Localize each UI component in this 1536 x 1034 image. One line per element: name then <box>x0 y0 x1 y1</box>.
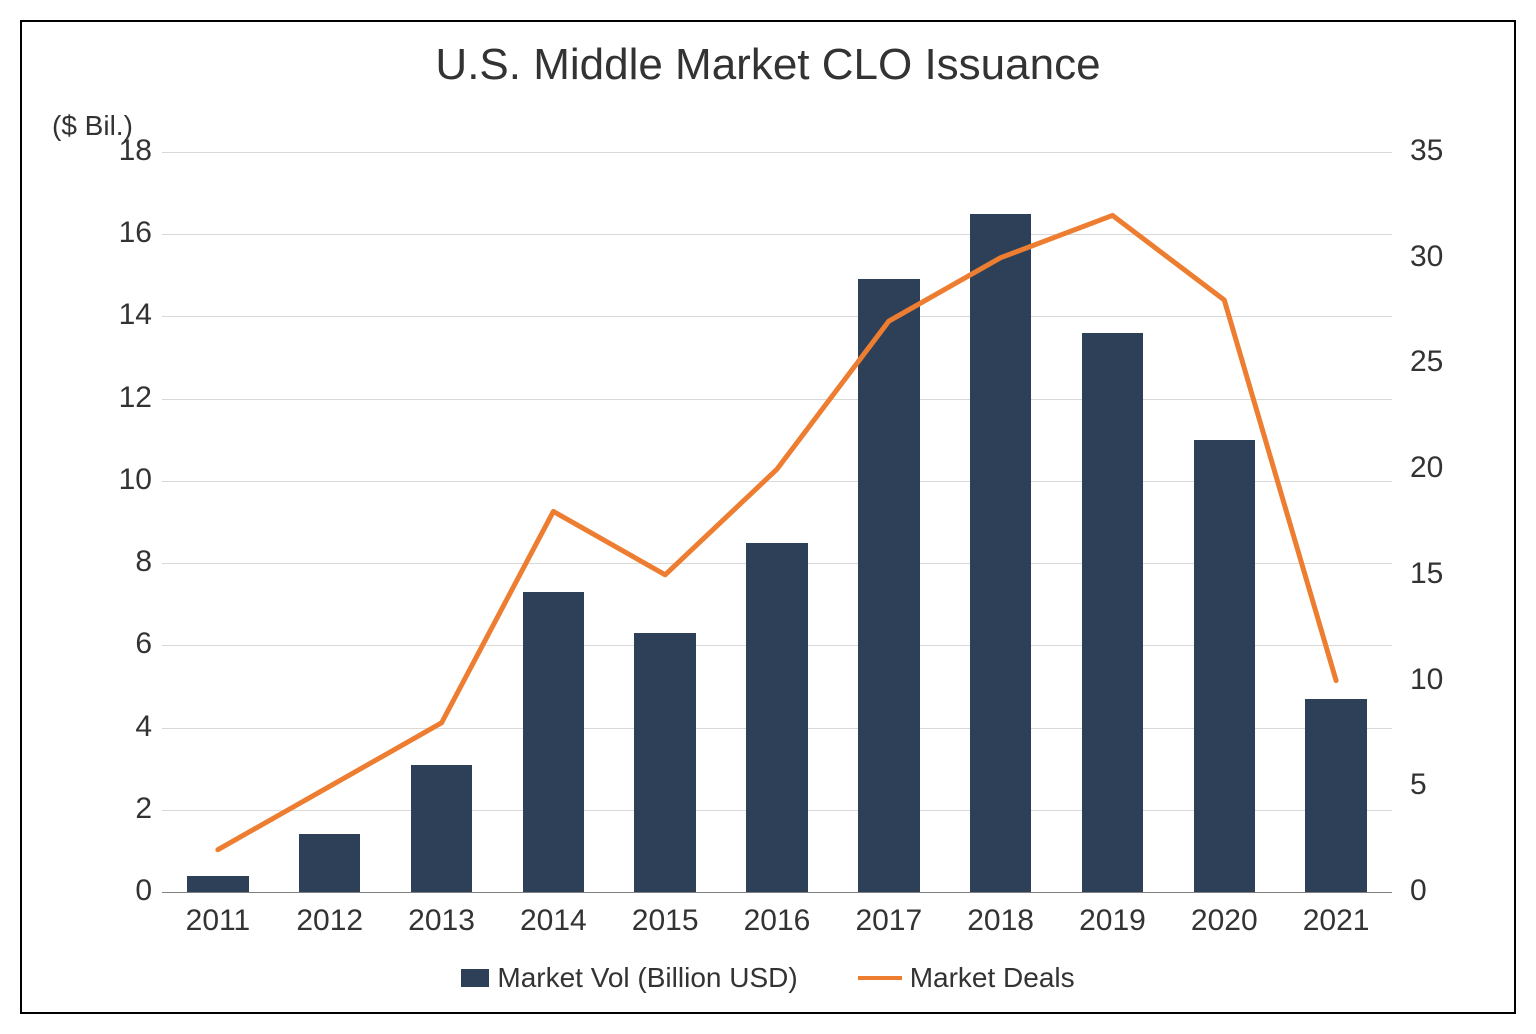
y-left-tick: 0 <box>32 874 152 908</box>
y-right-tick: 35 <box>1410 134 1443 168</box>
y-right-tick: 0 <box>1410 874 1427 908</box>
legend-item-line: Market Deals <box>858 962 1075 994</box>
x-tick: 2014 <box>520 904 587 938</box>
y-left-tick: 2 <box>32 792 152 826</box>
y-left-tick: 18 <box>32 134 152 168</box>
x-tick: 2020 <box>1191 904 1258 938</box>
chart-title: U.S. Middle Market CLO Issuance <box>22 40 1514 90</box>
y-right-tick: 30 <box>1410 240 1443 274</box>
legend-swatch-line <box>858 976 902 980</box>
y-left-tick: 10 <box>32 463 152 497</box>
x-tick: 2013 <box>408 904 475 938</box>
line-series <box>162 152 1392 892</box>
legend: Market Vol (Billion USD) Market Deals <box>22 962 1514 994</box>
legend-label-line: Market Deals <box>910 962 1075 994</box>
x-tick: 2011 <box>186 904 251 938</box>
x-tick: 2015 <box>632 904 699 938</box>
y-left-tick: 6 <box>32 627 152 661</box>
y-left-tick: 14 <box>32 298 152 332</box>
chart-frame: U.S. Middle Market CLO Issuance ($ Bil.)… <box>20 20 1516 1014</box>
grid-line <box>162 892 1392 893</box>
y-right-tick: 15 <box>1410 557 1443 591</box>
y-left-tick: 4 <box>32 710 152 744</box>
y-right-tick: 10 <box>1410 663 1443 697</box>
y-right-tick: 20 <box>1410 451 1443 485</box>
legend-swatch-bar <box>461 969 489 987</box>
x-tick: 2019 <box>1079 904 1146 938</box>
y-right-tick: 25 <box>1410 345 1443 379</box>
y-left-tick: 12 <box>32 381 152 415</box>
x-tick: 2016 <box>744 904 811 938</box>
x-tick: 2021 <box>1303 904 1370 938</box>
x-tick: 2017 <box>855 904 922 938</box>
x-tick: 2018 <box>967 904 1034 938</box>
legend-label-bars: Market Vol (Billion USD) <box>497 962 797 994</box>
y-left-tick: 16 <box>32 216 152 250</box>
legend-item-bars: Market Vol (Billion USD) <box>461 962 797 994</box>
x-tick: 2012 <box>296 904 363 938</box>
plot-area <box>162 152 1392 892</box>
y-left-tick: 8 <box>32 545 152 579</box>
y-right-tick: 5 <box>1410 768 1427 802</box>
